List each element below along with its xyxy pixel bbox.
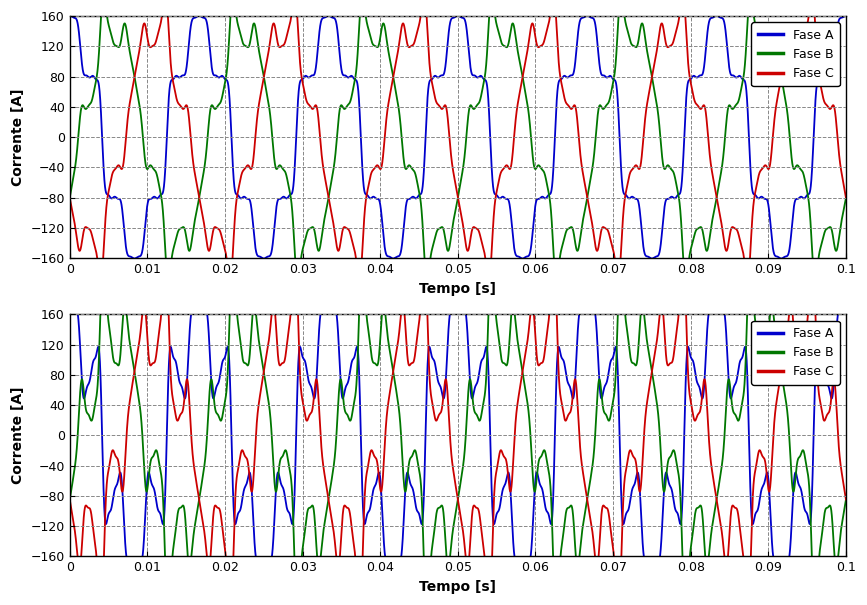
Fase A: [388, 255, 398, 262]
Fase C: [799, 29, 810, 36]
Line: Fase A: Fase A: [69, 307, 846, 564]
Fase A: [444, 315, 454, 322]
Fase B: [444, 244, 454, 252]
Line: Fase C: Fase C: [69, 247, 846, 605]
Y-axis label: Corrente [A]: Corrente [A]: [11, 387, 25, 484]
Fase C: [217, 234, 227, 241]
Fase C: [217, 522, 227, 529]
X-axis label: Tempo [s]: Tempo [s]: [420, 580, 497, 594]
Fase B: [68, 474, 79, 481]
Line: Fase B: Fase B: [69, 0, 846, 282]
Fase B: [217, 415, 227, 422]
Fase B: [111, 42, 121, 50]
Fase A: [217, 72, 227, 79]
Fase B: [217, 94, 227, 102]
Fase C: [68, 212, 79, 220]
Fase C: [841, 194, 851, 201]
Fase C: [111, 453, 121, 460]
Fase C: [95, 278, 106, 286]
Fase B: [111, 359, 121, 367]
X-axis label: Tempo [s]: Tempo [s]: [420, 281, 497, 296]
Fase A: [97, 424, 108, 431]
Fase B: [64, 194, 75, 201]
Fase B: [486, 243, 497, 250]
Line: Fase A: Fase A: [69, 16, 846, 258]
Fase A: [217, 361, 227, 368]
Fase A: [111, 483, 121, 490]
Fase B: [841, 194, 851, 201]
Fase A: [64, 304, 75, 311]
Fase B: [444, 560, 454, 567]
Y-axis label: Corrente [A]: Corrente [A]: [11, 88, 25, 186]
Fase A: [799, 194, 810, 201]
Fase A: [258, 560, 269, 567]
Fase B: [799, 454, 810, 461]
Fase C: [160, 243, 171, 250]
Fase A: [841, 304, 851, 311]
Fase B: [97, 0, 108, 7]
Fase A: [444, 24, 454, 31]
Fase C: [799, 335, 810, 342]
Fase C: [64, 194, 75, 201]
Fase B: [799, 177, 810, 184]
Fase C: [841, 496, 851, 503]
Fase C: [444, 422, 454, 429]
Fase A: [64, 12, 75, 19]
Fase A: [111, 194, 121, 201]
Fase A: [68, 14, 79, 21]
Fase B: [64, 496, 75, 503]
Fase B: [810, 278, 820, 286]
Line: Fase B: Fase B: [69, 247, 846, 605]
Fase C: [68, 517, 79, 524]
Fase B: [841, 496, 851, 503]
Legend: Fase A, Fase B, Fase C: Fase A, Fase B, Fase C: [752, 22, 840, 87]
Fase C: [111, 164, 121, 171]
Fase B: [97, 260, 108, 267]
Legend: Fase A, Fase B, Fase C: Fase A, Fase B, Fase C: [752, 321, 840, 385]
Line: Fase C: Fase C: [69, 0, 846, 282]
Fase A: [97, 129, 108, 136]
Fase A: [68, 305, 79, 312]
Fase B: [68, 174, 79, 182]
Fase A: [799, 506, 810, 514]
Fase C: [64, 496, 75, 503]
Fase C: [444, 132, 454, 139]
Fase A: [841, 12, 851, 19]
Fase C: [97, 272, 108, 279]
